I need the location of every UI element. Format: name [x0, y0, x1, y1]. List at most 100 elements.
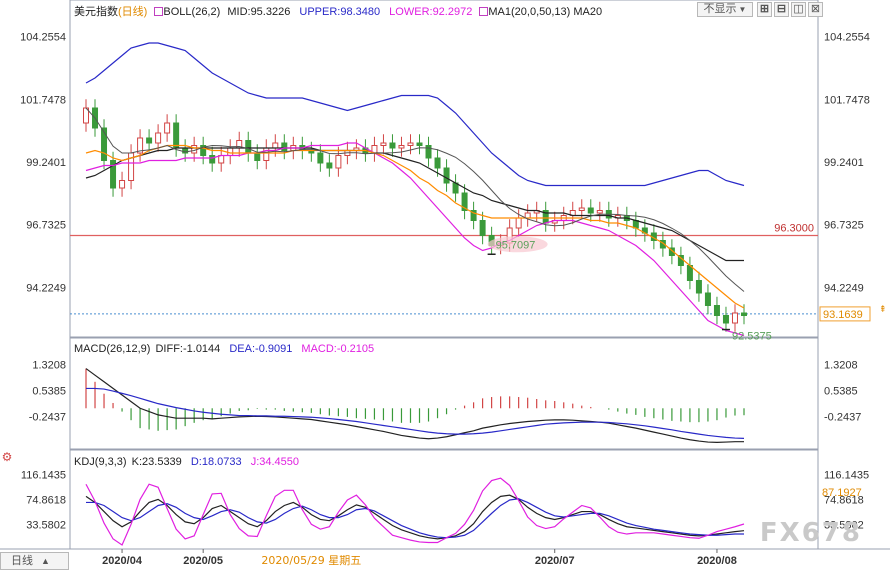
series-upper-line — [85, 42, 745, 187]
candle-body — [668, 247, 675, 256]
low-marker-label: 95.7097 — [496, 239, 536, 251]
display-toggle-label: 不显示 — [703, 3, 737, 15]
chart-frame — [0, 0, 890, 550]
chevron-down-icon: ▼ — [738, 5, 747, 14]
candle-body — [281, 142, 288, 151]
candle-body — [272, 142, 279, 149]
price-y-tick-right: 96.7325 — [824, 220, 864, 232]
zoom-in-button[interactable]: ⊞ — [757, 2, 772, 17]
lower-label: LOWER:92.2972 — [389, 6, 473, 18]
instrument-name: 美元指数 — [74, 6, 118, 18]
close-icon: ⊠ — [810, 3, 821, 15]
kdj-y-tick-left: 33.5802 — [26, 520, 66, 532]
current-price-badge — [819, 306, 871, 322]
macd-y-tick-right: 1.3208 — [824, 360, 858, 372]
kdj-k-line — [85, 494, 745, 540]
series-ma20-line — [85, 144, 745, 309]
triangle-up-icon: ▲ — [41, 556, 50, 566]
candle-body — [380, 142, 387, 146]
period-selector[interactable]: 日线 ▲ — [0, 552, 69, 570]
period-selector-label: 日线 — [11, 555, 33, 567]
candle-body — [461, 192, 468, 211]
level-line-label: 96.3000 — [774, 223, 814, 235]
candle-body — [722, 315, 729, 324]
x-tick-label: 2020/08 — [697, 555, 737, 567]
price-y-tick-left: 94.2249 — [26, 282, 66, 294]
d-label: D:18.0733 — [190, 456, 242, 468]
macd-diff-line — [85, 368, 744, 443]
candle-body — [398, 145, 405, 149]
candle-body — [686, 265, 693, 281]
close-panel-button[interactable]: ⊠ — [808, 2, 823, 17]
current-price-badge-text: 93.1639 — [823, 309, 863, 321]
candle-body — [434, 157, 441, 169]
candle-body — [632, 220, 639, 229]
macd-dea-line — [86, 387, 745, 439]
kdj-y-tick-right: 33.5802 — [824, 520, 864, 532]
candle-body — [119, 180, 126, 189]
price-y-tick-left: 101.7478 — [20, 94, 66, 106]
kdj-d-line — [86, 498, 745, 539]
candle-body — [425, 145, 432, 159]
kdj-y-tick-right: 74.8618 — [824, 494, 864, 506]
candle-body — [326, 162, 333, 169]
panel-border — [69, 337, 819, 450]
series-lower-line — [85, 142, 745, 337]
candle-body — [596, 210, 603, 214]
settings-gear-button[interactable]: ⚙ — [0, 451, 14, 465]
candle-body — [227, 147, 234, 156]
x-tick-label: 2020/07 — [535, 555, 575, 567]
axes: 104.2554 104.2554 101.7478 101.7478 99.2401 9… — [20, 32, 870, 567]
candle-body — [695, 280, 702, 294]
macd-y-tick-left: -0.2437 — [29, 411, 66, 423]
kdj-legend: KDJ(9,3,3) K:23.5339 D:18.0733 J:34.4550 — [74, 456, 299, 468]
series-mid-line — [85, 147, 744, 262]
candle-body — [191, 145, 198, 154]
last-low-marker-label: 92.5375 — [732, 331, 772, 343]
upper-label: UPPER:98.3480 — [299, 6, 381, 18]
candle-body — [443, 167, 450, 184]
kdj-y-tick-left: 74.8618 — [26, 494, 66, 506]
macd-value-label: MACD:-0.2105 — [301, 343, 375, 355]
boll-label: BOLL(26,2) — [163, 6, 221, 18]
restore-icon: ◫ — [793, 3, 804, 15]
zoom-out-button[interactable]: ⊟ — [774, 2, 789, 17]
k-label: K:23.5339 — [131, 456, 182, 468]
price-panel: 96.3000 93.1639 ⇞ 95.7097 92.5375 — [70, 42, 887, 343]
kdj-y-tick-left: 116.1435 — [21, 469, 66, 481]
boll-icon — [154, 7, 164, 16]
candle-body — [479, 220, 486, 236]
panel-border — [69, 0, 819, 338]
arrow-up-icon: ⇞ — [879, 305, 887, 315]
candle-body — [741, 312, 747, 316]
macd-title: MACD(26,12,9) — [74, 343, 151, 355]
low-marker-highlight — [487, 236, 548, 253]
candle-body — [416, 142, 423, 146]
period-label: 日线 — [121, 6, 144, 18]
display-toggle-button[interactable]: 不显示 ▼ — [697, 2, 753, 17]
candle-body — [515, 217, 522, 229]
macd-y-tick-left: 0.5385 — [32, 385, 66, 397]
candle-body — [335, 155, 342, 169]
price-y-tick-left: 99.2401 — [26, 157, 66, 169]
ma-label: MA1(20,0,50,13) MA20 — [488, 6, 603, 18]
kdj-j-line — [85, 477, 745, 546]
price-y-tick-left: 104.2554 — [20, 32, 66, 44]
candle-body — [164, 122, 171, 134]
restore-button[interactable]: ◫ — [791, 2, 806, 17]
price-y-tick-right: 104.2554 — [824, 32, 870, 44]
ma-icon — [479, 7, 489, 16]
price-legend: 美元指数(日线) BOLL(26,2) MID:95.3226 UPPER:98… — [74, 6, 603, 18]
candle-body — [587, 207, 594, 214]
kdj-y-tick-right: 116.1435 — [824, 469, 869, 481]
candle-body — [704, 292, 711, 306]
candle-body — [101, 127, 108, 161]
candle-body — [209, 155, 216, 164]
minus-icon: ⊟ — [776, 3, 787, 15]
macd-panel — [85, 368, 745, 443]
macd-legend: MACD(26,12,9) DIFF:-1.0144 DEA:-0.9091 M… — [74, 343, 374, 355]
candle-body — [263, 147, 270, 161]
x-tick-label: 2020/04 — [102, 555, 143, 567]
gear-icon: ⚙ — [1, 450, 13, 464]
